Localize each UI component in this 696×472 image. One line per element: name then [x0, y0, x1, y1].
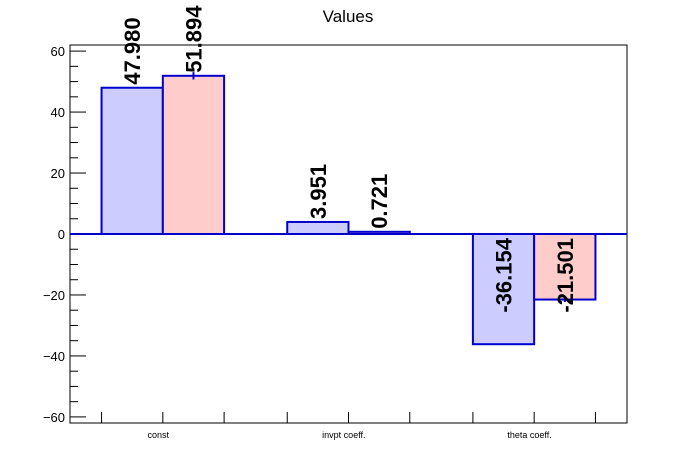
y-tick-label: 60: [51, 44, 65, 59]
y-tick-label: −40: [43, 349, 65, 364]
y-tick-label: −60: [43, 410, 65, 425]
bar-data-label: 47.980: [120, 17, 145, 84]
y-tick-label: 20: [51, 166, 65, 181]
bar-data-label: 0.721: [367, 174, 392, 229]
x-axis: const invpt coeff. theta coeff.: [101, 412, 596, 440]
bar: [161, 74, 226, 235]
bar-data-label: -36.154: [492, 237, 517, 312]
y-tick-label: 0: [58, 227, 65, 242]
x-category-label: theta coeff.: [507, 430, 551, 440]
y-tick-label: −20: [43, 288, 65, 303]
x-category-label: invpt coeff.: [322, 430, 365, 440]
data-labels: 47.980 3.951 -36.154 51.894 0.721 -21.501: [120, 5, 578, 313]
bar-data-label: -21.501: [553, 238, 578, 313]
chart-title: Values: [323, 7, 374, 26]
bar: [286, 220, 350, 236]
x-category-label: const: [147, 430, 169, 440]
bar-data-label: 51.894: [181, 5, 206, 73]
bar: [100, 86, 164, 235]
bar-series: [70, 72, 627, 346]
y-tick-label: 40: [51, 105, 65, 120]
bar-data-label: 3.951: [306, 164, 331, 219]
